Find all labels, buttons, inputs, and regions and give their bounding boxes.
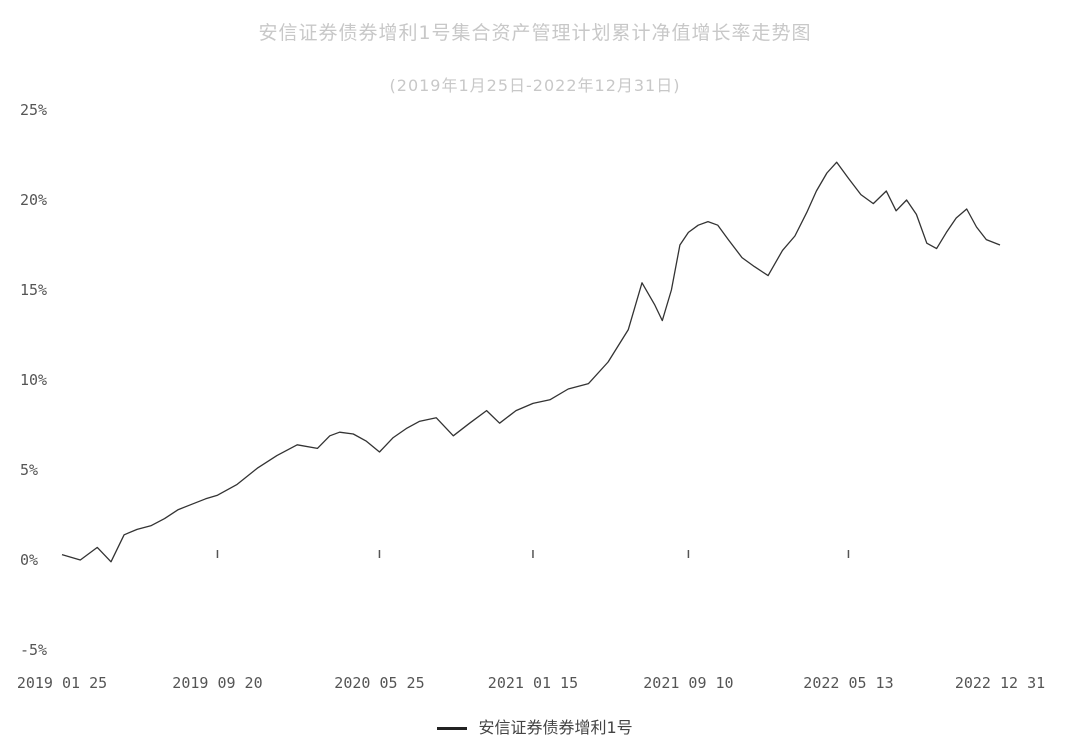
y-tick-label: 25% <box>20 101 47 119</box>
y-tick-label: 20% <box>20 191 47 209</box>
y-tick-label: 5% <box>20 461 38 479</box>
series-line <box>61 161 1001 563</box>
chart-subtitle: (2019年1月25日-2022年12月31日) <box>389 76 681 95</box>
x-tick-label: 2019 09 20 <box>172 674 262 692</box>
x-tick-label: 2021 09 10 <box>643 674 733 692</box>
x-tick-label: 2019 01 25 <box>17 674 107 692</box>
x-tick-label: 2021 01 15 <box>488 674 578 692</box>
x-tick-label: 2022 05 13 <box>803 674 893 692</box>
chart-title: 安信证券债券增利1号集合资产管理计划累计净值增长率走势图 <box>258 22 812 44</box>
x-tick-label: 2022 12 31 <box>955 674 1045 692</box>
legend: 安信证券债券增利1号 <box>0 714 1070 738</box>
y-tick-label: -5% <box>20 641 47 659</box>
y-tick-label: 15% <box>20 281 47 299</box>
legend-label: 安信证券债券增利1号 <box>478 718 633 737</box>
legend-swatch <box>437 727 468 730</box>
y-tick-label: 0% <box>20 551 38 569</box>
y-tick-label: 10% <box>20 371 47 389</box>
x-tick-label: 2020 05 25 <box>334 674 424 692</box>
